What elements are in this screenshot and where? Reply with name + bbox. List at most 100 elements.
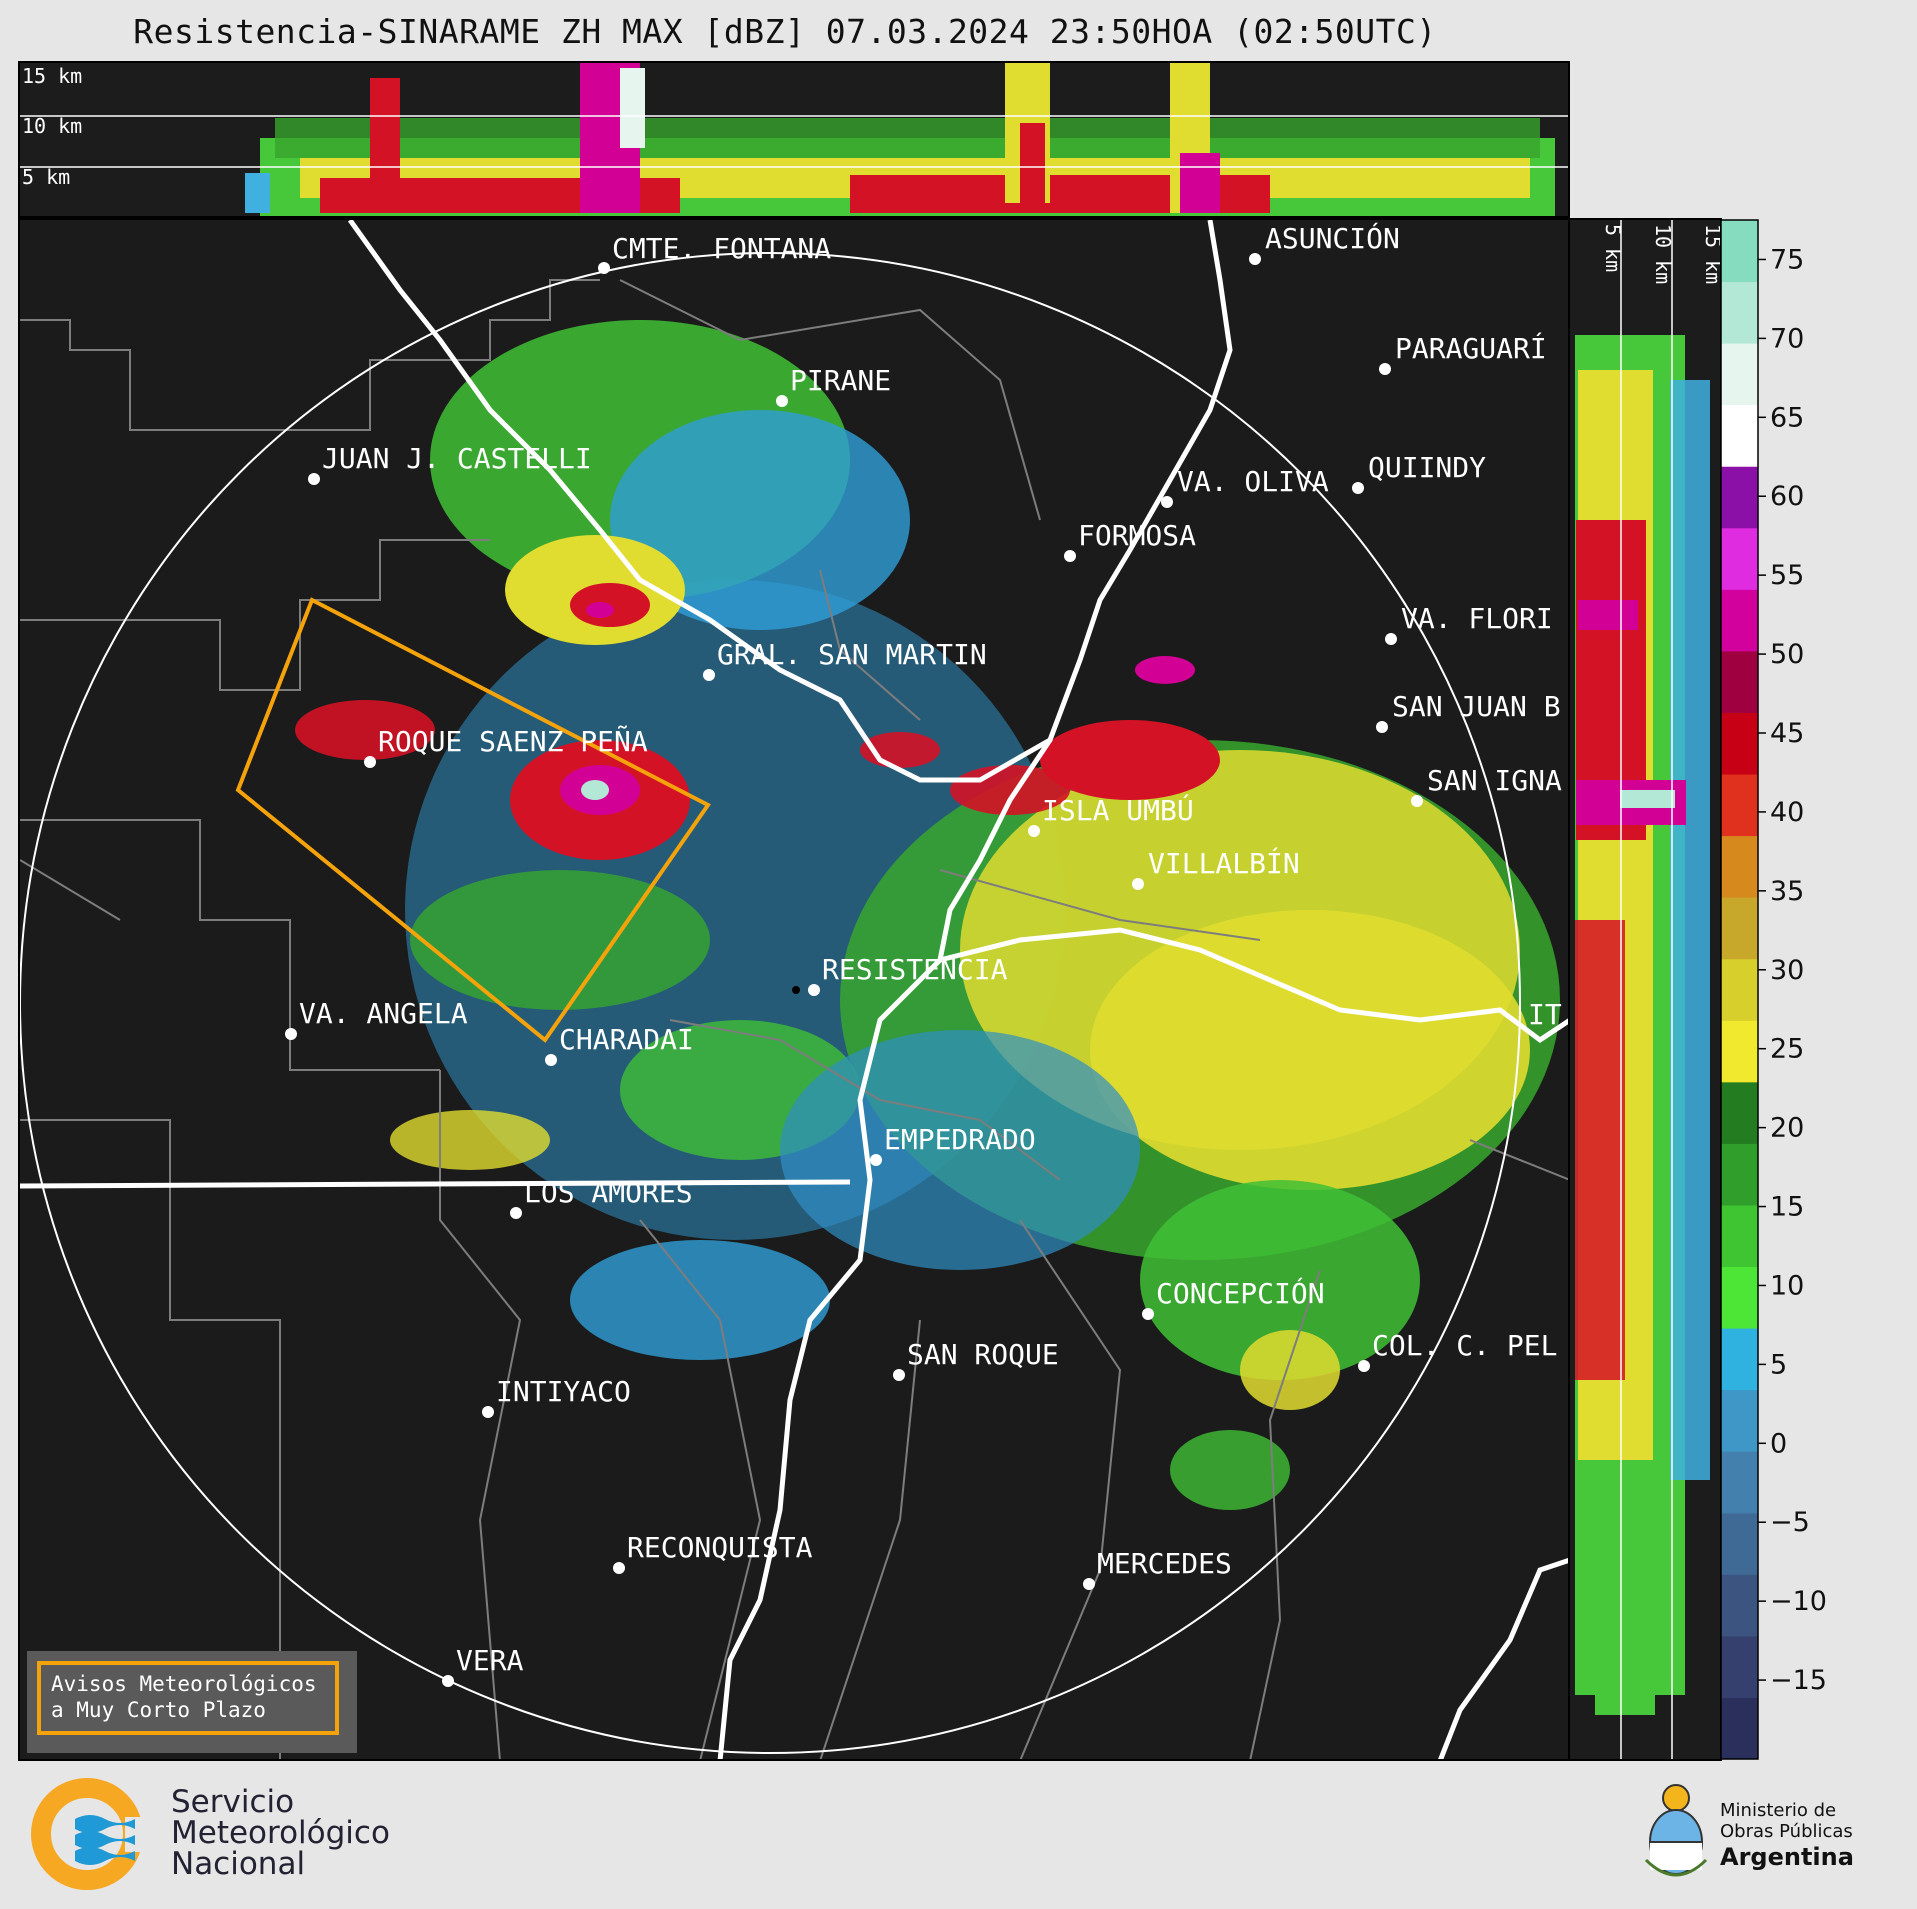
city-label: IT <box>1528 998 1562 1031</box>
coat-of-arms-icon <box>1644 1784 1708 1877</box>
colorbar-segment <box>1721 589 1758 652</box>
city-label: SAN JUAN B <box>1392 690 1561 723</box>
city-dot <box>870 1154 882 1166</box>
colorbar-tick-label: 5 <box>1770 1349 1787 1380</box>
city-label: PARAGUARÍ <box>1395 331 1547 365</box>
smn-logo: Servicio Meteorológico Nacional <box>30 1777 430 1892</box>
ministry-line3: Argentina <box>1720 1843 1854 1871</box>
side-echo-band <box>1575 335 1710 1715</box>
side-cross-section-svg: 5 km 10 km 15 km <box>1570 220 1720 1759</box>
city-dot <box>510 1207 522 1219</box>
city-dot <box>442 1675 454 1687</box>
city-dot <box>285 1028 297 1040</box>
colorbar-segment <box>1721 1389 1758 1452</box>
side-height-label-10km: 10 km <box>1651 224 1675 284</box>
colorbar-segment <box>1721 835 1758 898</box>
reflectivity-echoes <box>295 320 1560 1510</box>
city-dot <box>1352 482 1364 494</box>
colorbar-segment <box>1721 343 1758 406</box>
colorbar-tick-label: 60 <box>1770 481 1804 512</box>
city-dot <box>1411 795 1423 807</box>
city-dot <box>1249 253 1261 265</box>
range-ring <box>20 252 1521 1754</box>
city-dot <box>1376 721 1388 733</box>
city-dot <box>776 395 788 407</box>
warning-legend: Avisos Meteorológicos a Muy Corto Plazo <box>27 1651 357 1753</box>
city-label: VA. ANGELA <box>299 997 468 1030</box>
smn-logo-line2: Meteorológico <box>171 1815 390 1851</box>
radar-site-marker <box>792 986 800 994</box>
city-label: QUIINDY <box>1368 451 1486 484</box>
smn-logo-icon <box>31 1778 160 1890</box>
city-dot <box>1028 825 1040 837</box>
city-dot <box>1142 1308 1154 1320</box>
colorbar-segment <box>1721 650 1758 713</box>
warning-legend-frame: Avisos Meteorológicos a Muy Corto Plazo <box>37 1661 339 1735</box>
colorbar-segment <box>1721 1697 1758 1760</box>
height-label-10km: 10 km <box>22 114 82 138</box>
colorbar-tick-label: −10 <box>1770 1586 1827 1617</box>
colorbar-frame <box>1720 219 1759 1760</box>
colorbar-segment <box>1721 404 1758 467</box>
city-dot <box>703 669 715 681</box>
city-label: GRAL. SAN MARTIN <box>717 638 987 671</box>
city-label: COL. C. PEL <box>1372 1329 1557 1362</box>
colorbar-segment <box>1721 527 1758 590</box>
colorbar-tick-label: 10 <box>1770 1270 1804 1301</box>
city-dot <box>893 1369 905 1381</box>
colorbar-segment <box>1721 1574 1758 1637</box>
ministry-logo: Ministerio de Obras Públicas Argentina <box>1640 1780 1910 1890</box>
colorbar-segment <box>1721 1635 1758 1698</box>
city-label: SAN ROQUE <box>907 1338 1059 1371</box>
city-dot <box>1064 550 1076 562</box>
ministry-line1: Ministerio de <box>1720 1800 1837 1821</box>
colorbar-segment <box>1721 774 1758 837</box>
radar-map-panel: CMTE. FONTANA ASUNCIÓN PARAGUARÍ PIRANE … <box>18 218 1570 1761</box>
city-label: VILLALBÍN <box>1148 846 1300 880</box>
city-label: RECONQUISTA <box>627 1531 813 1564</box>
colorbar-tick-label: 35 <box>1770 876 1804 907</box>
side-cross-section-panel: 5 km 10 km 15 km <box>1568 218 1722 1761</box>
city-label: FORMOSA <box>1078 519 1196 552</box>
warning-polygon[interactable] <box>235 597 711 1043</box>
city-markers: CMTE. FONTANA ASUNCIÓN PARAGUARÍ PIRANE … <box>285 221 1562 1687</box>
warning-legend-line2: a Muy Corto Plazo <box>51 1698 266 1722</box>
colorbar-tick-label: 45 <box>1770 718 1804 749</box>
city-label: ISLA UMBÚ <box>1042 793 1194 827</box>
city-label: RESISTENCIA <box>822 953 1008 986</box>
city-label: PIRANE <box>790 364 891 397</box>
colorbar-tick-label: 15 <box>1770 1192 1804 1223</box>
colorbar-segment <box>1721 1204 1758 1268</box>
city-label: INTIYACO <box>496 1375 631 1408</box>
city-dot <box>613 1562 625 1574</box>
city-label: MERCEDES <box>1097 1547 1232 1580</box>
city-label: JUAN J. CASTELLI <box>322 442 592 475</box>
colorbar-tick-label: 25 <box>1770 1034 1804 1065</box>
colorbar-segment <box>1721 712 1758 775</box>
colorbar-tick-label: 50 <box>1770 639 1804 670</box>
smn-logo-line3: Nacional <box>171 1846 306 1882</box>
colorbar-segment <box>1721 1451 1758 1514</box>
city-label: CHARADAI <box>559 1023 694 1056</box>
city-dot <box>1358 1360 1370 1372</box>
colorbar-tick-label: 30 <box>1770 955 1804 986</box>
city-dot <box>482 1406 494 1418</box>
colorbar-tick-label: −5 <box>1770 1507 1810 1538</box>
city-label: VERA <box>456 1644 524 1677</box>
city-label: ROQUE SAENZ PEÑA <box>378 724 648 758</box>
height-label-5km: 5 km <box>22 165 70 189</box>
colorbar-segment <box>1721 1020 1758 1083</box>
city-dot <box>545 1054 557 1066</box>
smn-logo-text: Servicio Meteorológico Nacional <box>171 1787 390 1880</box>
city-label: EMPEDRADO <box>884 1123 1036 1156</box>
colorbar-tick-label: 70 <box>1770 323 1804 354</box>
ministry-line2: Obras Públicas <box>1720 1821 1853 1842</box>
city-dot <box>1379 363 1391 375</box>
city-dot <box>1083 1578 1095 1590</box>
city-dot <box>1385 633 1397 645</box>
city-label: VA. FLORI <box>1401 602 1553 635</box>
colorbar-segment <box>1721 220 1758 283</box>
city-label: VA. OLIVA <box>1177 465 1329 498</box>
colorbar-segment <box>1721 897 1758 960</box>
